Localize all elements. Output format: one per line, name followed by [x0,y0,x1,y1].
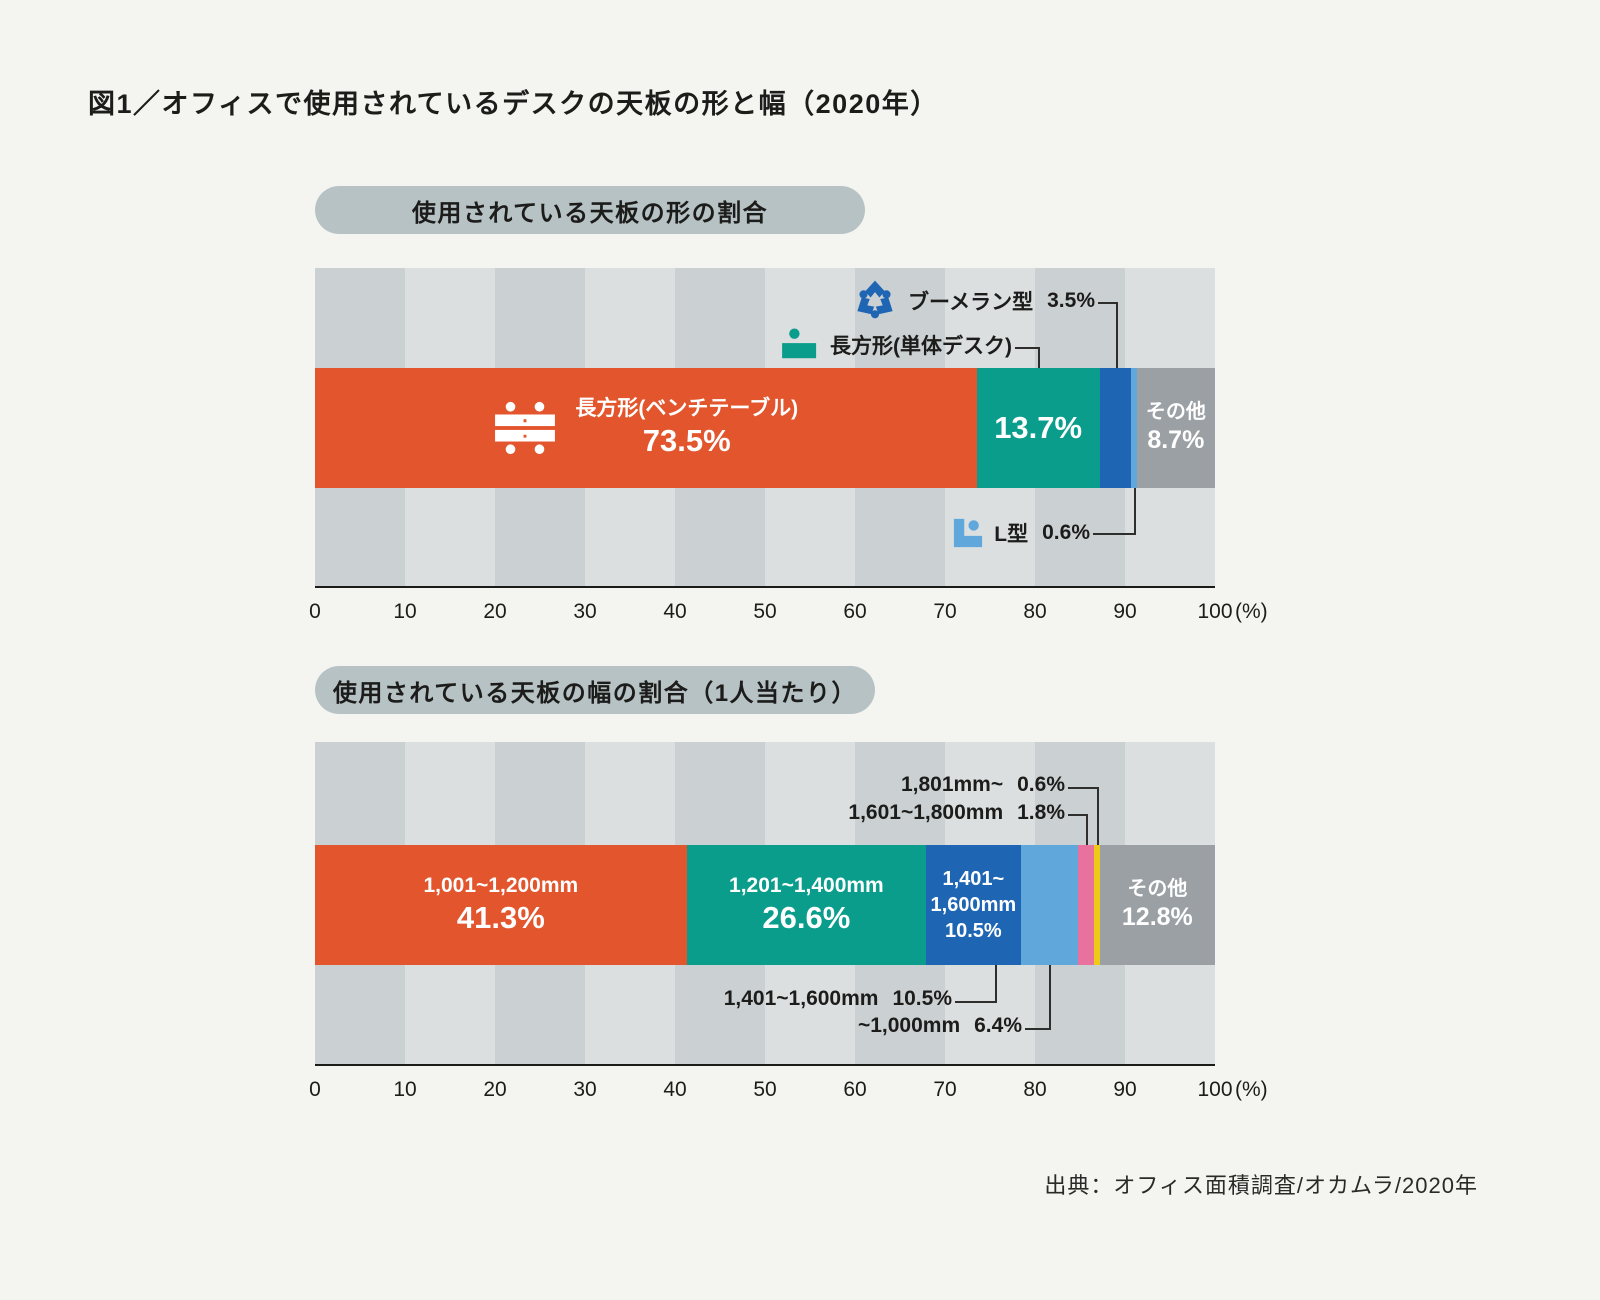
callout-1401mm-label: 1,401~1,600mm [723,987,879,1010]
axis-tick: 0 [309,1078,321,1101]
callout-1000mm-value: 6.4% [974,1014,1022,1037]
callout-l-shape-value: 0.6% [1042,521,1090,544]
axis-tick: 20 [483,600,507,623]
width-chart-axis-labels: 0 10 20 30 40 50 60 70 80 90 100 (%) [309,1078,1268,1108]
l-shape-icon [952,517,984,549]
callout-l-shape: L型 0.6% [952,517,1090,549]
axis-tick: 90 [1113,1078,1137,1101]
segment-1201-1400-label: 1,201~1,400mm [729,873,884,897]
segment-shape-other-value: 8.7% [1147,425,1205,454]
segment-width-other-value: 12.8% [1121,902,1193,931]
callout-1401mm: 1,401~1,600mm 10.5% [724,987,952,1011]
segment-1401-1600: 1,401~ 1,600mm 10.5% [926,845,1021,965]
axis-tick: 40 [663,600,687,623]
callout-1601mm-value: 1.8% [1017,801,1065,824]
axis-tick: 0 [309,600,321,623]
segment-1401-1600-line3: 10.5% [944,920,1002,942]
segment-1601-1800 [1078,845,1095,965]
axis-tick: 70 [933,600,957,623]
axis-tick: 10 [393,1078,417,1101]
segment-single-desk-value: 13.7% [994,410,1083,445]
single-desk-icon [782,328,820,362]
connector-1000mm [1025,965,1051,1030]
segment-1201-1400: 1,201~1,400mm 26.6% [686,845,927,965]
axis-unit: (%) [1235,1078,1268,1101]
segment-1001-1200-label: 1,001~1,200mm [423,873,579,897]
segment-1401-1600-line2: 1,600mm [930,894,1017,916]
connector-boomerang [1098,302,1118,370]
segment-1401-1600-line1: 1,401~ [942,868,1005,890]
segment-shape-other: その他 8.7% [1136,368,1215,488]
axis-tick: 40 [663,1078,687,1101]
shape-chart-axis-line [315,586,1215,588]
segment-1001-1200-value: 41.3% [456,899,545,935]
callout-1401mm-value: 10.5% [892,987,952,1010]
segment-1201-1400-value: 26.6% [762,899,851,935]
page-title: 図1／オフィスで使用されているデスクの天板の形と幅（2020年） [88,89,939,119]
axis-tick: 30 [573,1078,597,1101]
axis-tick: 20 [483,1078,507,1101]
width-stacked-bar: 1,001~1,200mm 41.3% 1,201~1,400mm 26.6% … [315,845,1215,965]
axis-tick: 100 [1197,1078,1233,1101]
segment-boomerang [1099,368,1132,488]
segment-shape-other-label: その他 [1145,400,1206,423]
callout-boomerang-label: ブーメラン型 [907,291,1034,314]
axis-tick: 30 [573,600,597,623]
width-chart-plot: 1,801mm~ 0.6% 1,601~1,800mm 1.8% 1,401~1… [315,742,1215,1066]
segment-single-desk: 13.7% [976,368,1100,488]
connector-1401mm [955,965,997,1003]
segment-bench-table-label: 長方形(ベンチテーブル) [575,396,799,420]
segment-over-1801 [1094,845,1100,965]
bench-table-icon [493,400,557,456]
callout-boomerang-value: 3.5% [1047,289,1095,312]
shape-chart-axis-labels: 0 10 20 30 40 50 60 70 80 90 100 (%) [309,600,1268,630]
callout-1601mm: 1,601~1,800mm 1.8% [848,801,1065,825]
segment-l-shape [1131,368,1137,488]
callout-1000mm: ~1,000mm 6.4% [858,1014,1022,1038]
axis-tick: 50 [753,1078,777,1101]
callout-1000mm-label: ~1,000mm [857,1014,961,1037]
axis-tick: 60 [843,600,867,623]
segment-width-other: その他 12.8% [1099,845,1215,965]
axis-tick: 90 [1113,600,1137,623]
axis-tick: 100 [1197,600,1233,623]
source-credit: 出典：オフィス面積調査/オカムラ/2020年 [1044,1173,1478,1198]
width-chart-title: 使用されている天板の幅の割合（1人当たり） [332,679,858,707]
callout-single-desk-label: 長方形(単体デスク) [830,335,1012,358]
segment-bench-table: 長方形(ベンチテーブル) 73.5% [315,368,977,488]
callout-1801mm: 1,801mm~ 0.6% [901,773,1065,797]
callout-1801mm-label: 1,801mm~ [900,773,1004,796]
callout-l-shape-label: L型 [994,523,1029,546]
shape-chart-plot: ブーメラン型 3.5% 長方形(単体デスク) L型 [315,268,1215,588]
callout-1801mm-value: 0.6% [1017,773,1065,796]
callout-1601mm-label: 1,601~1,800mm [848,801,1004,824]
shape-stacked-bar: 長方形(ベンチテーブル) 73.5% 13.7% その他 8.7% [315,368,1215,488]
callout-single-desk: 長方形(単体デスク) [782,328,1012,362]
connector-1801mm [1068,787,1099,847]
axis-tick: 50 [753,600,777,623]
width-chart-title-pill: 使用されている天板の幅の割合（1人当たり） [315,666,875,714]
shape-chart-title-pill: 使用されている天板の形の割合 [315,186,865,234]
connector-1601mm [1068,814,1088,847]
axis-tick: 60 [843,1078,867,1101]
connector-single-desk [1015,347,1040,370]
segment-under-1000 [1020,845,1079,965]
segment-1001-1200: 1,001~1,200mm 41.3% [315,845,687,965]
shape-chart-title: 使用されている天板の形の割合 [411,199,769,227]
axis-unit: (%) [1235,600,1268,623]
segment-bench-table-value: 73.5% [642,422,731,458]
width-chart-axis-line [315,1064,1215,1066]
axis-tick: 10 [393,600,417,623]
axis-tick: 80 [1023,1078,1047,1101]
connector-l-shape [1093,488,1136,535]
callout-boomerang: ブーメラン型 3.5% [852,278,1095,324]
axis-tick: 70 [933,1078,957,1101]
boomerang-icon [852,278,898,324]
segment-width-other-label: その他 [1127,877,1188,900]
axis-tick: 80 [1023,600,1047,623]
